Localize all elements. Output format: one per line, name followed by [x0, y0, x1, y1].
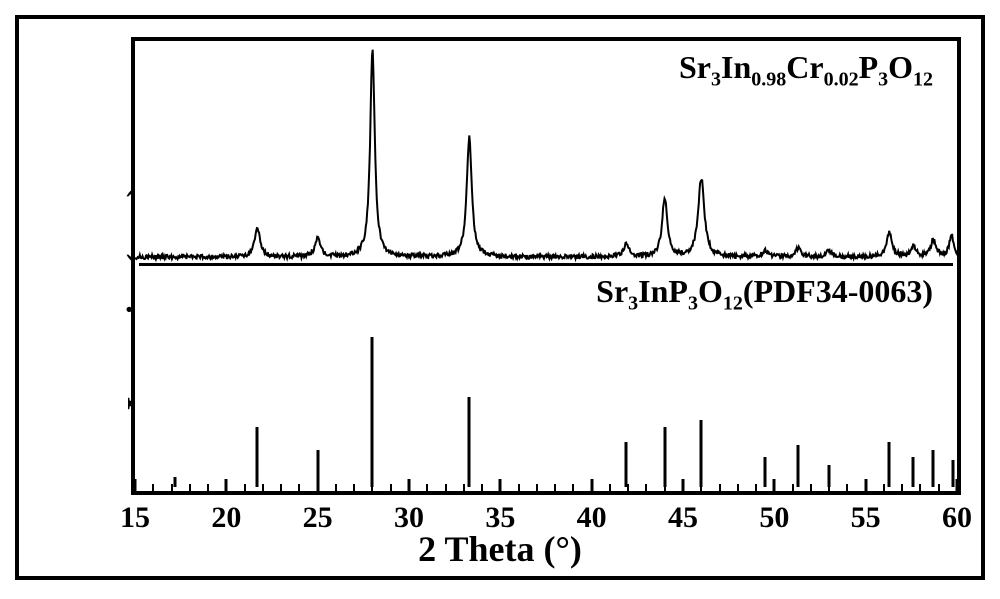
x-tick-label: 25	[303, 501, 333, 535]
x-tick-major	[864, 479, 867, 491]
x-tick-label: 20	[211, 501, 241, 535]
x-tick-minor	[828, 484, 830, 491]
x-tick-minor	[189, 484, 191, 491]
x-tick-minor	[645, 484, 647, 491]
x-tick-label: 40	[577, 501, 607, 535]
x-tick-minor	[298, 484, 300, 491]
sample-formula-label: Sr3In0.98Cr0.02P3O12	[679, 49, 933, 91]
x-tick-major	[773, 479, 776, 491]
x-tick-minor	[755, 484, 757, 491]
x-tick-minor	[152, 484, 154, 491]
x-tick-minor	[554, 484, 556, 491]
x-tick-minor	[919, 484, 921, 491]
x-tick-minor	[737, 484, 739, 491]
xrd-trace	[135, 41, 957, 491]
plot-area: Sr3In0.98Cr0.02P3O12 Sr3InP3O12(PDF34-006…	[131, 37, 961, 495]
x-tick-minor	[280, 484, 282, 491]
x-tick-major	[956, 479, 959, 491]
x-tick-minor	[883, 484, 885, 491]
x-tick-minor	[846, 484, 848, 491]
figure-frame: Intensity (a.u.) 2 Theta (°) Sr3In0.98Cr…	[15, 15, 985, 580]
x-tick-minor	[518, 484, 520, 491]
x-tick-minor	[609, 484, 611, 491]
x-tick-major	[499, 479, 502, 491]
x-tick-minor	[792, 484, 794, 491]
x-tick-minor	[719, 484, 721, 491]
x-tick-major	[316, 479, 319, 491]
x-tick-minor	[664, 484, 666, 491]
x-tick-label: 35	[485, 501, 515, 535]
x-tick-minor	[171, 484, 173, 491]
x-tick-minor	[572, 484, 574, 491]
x-tick-minor	[426, 484, 428, 491]
x-tick-minor	[627, 484, 629, 491]
x-tick-major	[134, 479, 137, 491]
reference-pdf-label: Sr3InP3O12(PDF34-0063)	[596, 273, 933, 315]
x-tick-minor	[353, 484, 355, 491]
x-tick-minor	[463, 484, 465, 491]
x-tick-label: 15	[120, 501, 150, 535]
x-tick-major	[225, 479, 228, 491]
x-tick-minor	[901, 484, 903, 491]
x-tick-minor	[810, 484, 812, 491]
x-tick-minor	[390, 484, 392, 491]
x-tick-major	[682, 479, 685, 491]
x-tick-minor	[481, 484, 483, 491]
x-tick-label: 60	[942, 501, 972, 535]
x-tick-major	[590, 479, 593, 491]
x-tick-major	[408, 479, 411, 491]
x-tick-label: 30	[394, 501, 424, 535]
x-tick-minor	[536, 484, 538, 491]
x-tick-minor	[445, 484, 447, 491]
x-tick-label: 55	[851, 501, 881, 535]
x-tick-minor	[700, 484, 702, 491]
x-tick-label: 50	[759, 501, 789, 535]
x-tick-minor	[335, 484, 337, 491]
x-tick-minor	[207, 484, 209, 491]
x-tick-minor	[371, 484, 373, 491]
x-tick-label: 45	[668, 501, 698, 535]
x-tick-minor	[938, 484, 940, 491]
x-tick-minor	[244, 484, 246, 491]
x-tick-minor	[262, 484, 264, 491]
